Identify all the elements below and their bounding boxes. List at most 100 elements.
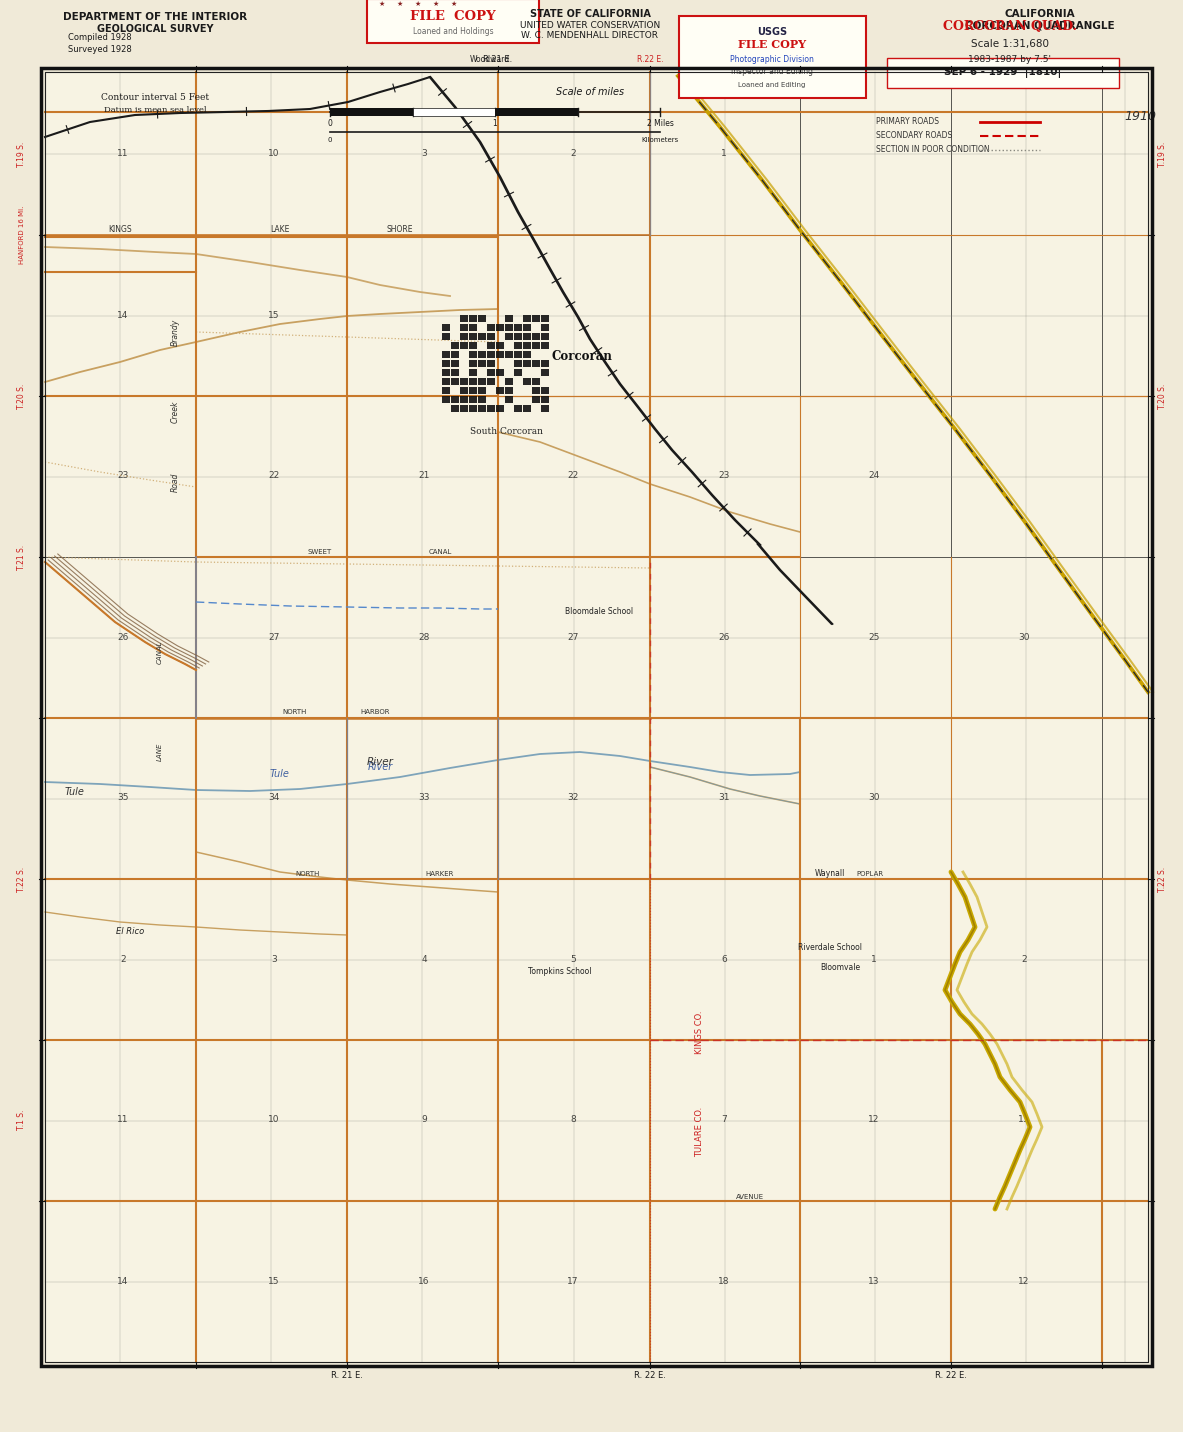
Text: ★: ★ xyxy=(433,1,439,7)
Text: T.19 S.: T.19 S. xyxy=(18,142,26,166)
Bar xyxy=(532,387,539,394)
Bar xyxy=(460,342,468,349)
Text: 33: 33 xyxy=(419,793,429,802)
Text: 30: 30 xyxy=(1019,633,1029,642)
Bar xyxy=(468,315,477,322)
Bar xyxy=(505,397,513,402)
Text: 1: 1 xyxy=(871,955,877,964)
Bar xyxy=(513,351,522,358)
Bar xyxy=(442,324,450,331)
Bar xyxy=(442,359,450,367)
Bar xyxy=(541,334,549,339)
Text: Bloomdale School: Bloomdale School xyxy=(565,607,633,617)
Text: Tule: Tule xyxy=(65,788,85,798)
Bar xyxy=(523,351,531,358)
Bar xyxy=(541,342,549,349)
Text: 1910: 1910 xyxy=(1124,110,1156,123)
Bar xyxy=(541,387,549,394)
Bar xyxy=(496,405,504,412)
Text: T.19 S.: T.19 S. xyxy=(1158,142,1168,166)
Bar xyxy=(442,397,450,402)
Text: 13: 13 xyxy=(868,1277,880,1286)
Text: Datum is mean sea level: Datum is mean sea level xyxy=(104,106,206,115)
Bar xyxy=(523,359,531,367)
Bar xyxy=(460,387,468,394)
Text: NORTH: NORTH xyxy=(283,709,308,715)
Bar xyxy=(523,334,531,339)
Bar xyxy=(532,378,539,385)
Text: 7: 7 xyxy=(722,1116,726,1124)
Text: SECTION IN POOR CONDITION: SECTION IN POOR CONDITION xyxy=(875,146,990,155)
Text: R. 22 E.: R. 22 E. xyxy=(935,1370,967,1379)
Bar xyxy=(496,351,504,358)
Bar xyxy=(442,369,450,377)
Text: El Rico: El Rico xyxy=(116,928,144,937)
Text: SECONDARY ROADS: SECONDARY ROADS xyxy=(875,132,952,140)
Bar xyxy=(523,378,531,385)
Text: 14: 14 xyxy=(117,311,129,319)
Bar xyxy=(451,369,459,377)
Text: 1: 1 xyxy=(492,119,497,127)
Text: GEOLOGICAL SURVEY: GEOLOGICAL SURVEY xyxy=(97,24,213,34)
Text: 17: 17 xyxy=(568,1277,578,1286)
Text: SHORE: SHORE xyxy=(387,225,413,235)
Bar xyxy=(460,378,468,385)
Bar xyxy=(505,378,513,385)
Text: R.22 E.: R.22 E. xyxy=(636,56,664,64)
Text: Waynall: Waynall xyxy=(815,869,845,878)
Bar xyxy=(460,405,468,412)
Bar xyxy=(496,369,504,377)
Bar xyxy=(451,342,459,349)
Text: CANAL: CANAL xyxy=(428,548,452,556)
Text: DEPARTMENT OF THE INTERIOR: DEPARTMENT OF THE INTERIOR xyxy=(63,11,247,21)
Text: 11: 11 xyxy=(1019,1116,1029,1124)
Text: 27: 27 xyxy=(568,633,578,642)
Text: 34: 34 xyxy=(269,793,279,802)
Bar xyxy=(413,107,494,116)
Bar xyxy=(442,334,450,339)
Text: HANFORD 16 Mi.: HANFORD 16 Mi. xyxy=(19,206,25,263)
Text: 0: 0 xyxy=(328,137,332,143)
Bar xyxy=(487,378,494,385)
Text: R.21 E.: R.21 E. xyxy=(484,56,512,64)
Bar xyxy=(478,378,486,385)
Text: Scale 1:31,680: Scale 1:31,680 xyxy=(971,39,1049,49)
Text: ★: ★ xyxy=(415,1,421,7)
FancyBboxPatch shape xyxy=(887,59,1119,87)
Text: Bloomvale: Bloomvale xyxy=(820,962,860,971)
Bar xyxy=(532,397,539,402)
Bar xyxy=(505,351,513,358)
Text: T.1 S.: T.1 S. xyxy=(18,1110,26,1130)
Bar xyxy=(442,378,450,385)
Text: 3: 3 xyxy=(271,955,277,964)
FancyBboxPatch shape xyxy=(367,0,539,43)
Text: 1983-1987 by 7.5': 1983-1987 by 7.5' xyxy=(969,54,1052,63)
Bar xyxy=(541,315,549,322)
Text: Creek: Creek xyxy=(170,401,180,424)
Bar xyxy=(505,324,513,331)
Bar xyxy=(487,334,494,339)
Bar xyxy=(478,359,486,367)
Bar xyxy=(487,405,494,412)
Bar xyxy=(505,315,513,322)
Bar xyxy=(460,315,468,322)
Text: T.21 S.: T.21 S. xyxy=(18,544,26,570)
Text: Loaned and Editing: Loaned and Editing xyxy=(738,82,806,87)
Text: STATE OF CALIFORNIA: STATE OF CALIFORNIA xyxy=(530,9,651,19)
Text: 6: 6 xyxy=(722,955,726,964)
Text: Scale of miles: Scale of miles xyxy=(556,87,625,97)
Text: 12: 12 xyxy=(868,1116,880,1124)
Text: Woodward: Woodward xyxy=(470,56,510,64)
Bar xyxy=(468,397,477,402)
Text: LAKE: LAKE xyxy=(270,225,290,235)
Bar xyxy=(523,405,531,412)
Text: T.22 S.: T.22 S. xyxy=(1158,866,1168,892)
Text: SWEET: SWEET xyxy=(308,548,332,556)
Text: 26: 26 xyxy=(117,633,129,642)
Bar xyxy=(513,334,522,339)
Text: Photographic Division: Photographic Division xyxy=(730,54,814,63)
Text: River: River xyxy=(368,762,393,772)
Bar xyxy=(468,405,477,412)
Text: PRIMARY ROADS: PRIMARY ROADS xyxy=(875,117,939,126)
Text: 2 Miles: 2 Miles xyxy=(647,119,673,127)
